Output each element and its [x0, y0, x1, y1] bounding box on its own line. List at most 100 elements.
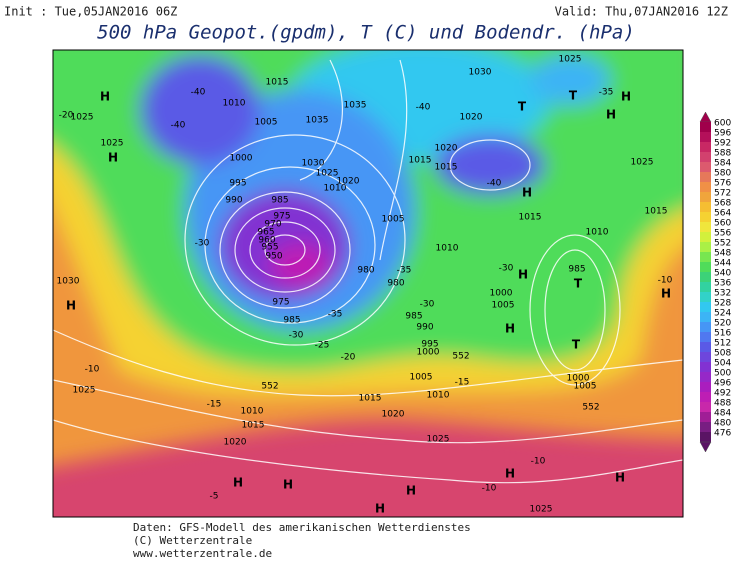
colorbar-label: 524: [714, 309, 731, 319]
colorbar-swatch: [700, 412, 711, 422]
colorbar-swatch: [700, 252, 711, 262]
colorbar-swatch: [700, 432, 711, 442]
map-label: 1035: [306, 116, 329, 126]
colorbar-label: 476: [714, 429, 731, 439]
map-label: 1015: [519, 213, 542, 223]
map-label: -40: [191, 88, 206, 98]
footer-line: Daten: GFS-Modell des amerikanischen Wet…: [133, 521, 471, 534]
pressure-center: H: [518, 268, 528, 282]
map-label: -15: [207, 400, 222, 410]
colorbar-swatch: [700, 172, 711, 182]
map-label: 1020: [337, 177, 360, 187]
colorbar-swatch: [700, 312, 711, 322]
map-label: -40: [416, 103, 431, 113]
colorbar-label: 600: [714, 119, 731, 129]
colorbar-label: 568: [714, 199, 731, 209]
map-label: 985: [283, 316, 300, 326]
pressure-center: H: [283, 478, 293, 492]
colorbar-swatch: [700, 372, 711, 382]
map-label: 1005: [492, 301, 515, 311]
map-label: 995: [421, 340, 438, 350]
colorbar-label: 580: [714, 169, 731, 179]
map-label: 552: [582, 403, 599, 413]
map-label: 1000: [567, 374, 590, 384]
map-label: 1030: [469, 68, 492, 78]
isobars: [53, 59, 683, 484]
pressure-center: H: [661, 287, 671, 301]
fields: [53, 50, 683, 466]
map-label: 1010: [586, 228, 609, 238]
map-label: 955: [261, 243, 278, 253]
colorbar-label: 588: [714, 149, 731, 159]
pressure-center: T: [574, 277, 583, 291]
colorbar-arrow-top: [699, 111, 712, 123]
colorbar-swatch: [700, 242, 711, 252]
pressure-center: H: [233, 476, 243, 490]
colorbar-label: 544: [714, 259, 731, 269]
map-label: 1015: [242, 421, 265, 431]
colorbar-swatch: [700, 342, 711, 352]
colorbar-swatch: [700, 362, 711, 372]
map-label: -20: [341, 353, 356, 363]
map-label: 990: [416, 323, 433, 333]
colorbar-label: 584: [714, 159, 731, 169]
map-label: 1010: [223, 99, 246, 109]
map-label: -30: [289, 331, 304, 341]
colorbar-label: 492: [714, 389, 731, 399]
colorbar-label: 496: [714, 379, 731, 389]
map-label: 552: [261, 382, 278, 392]
pressure-center: H: [66, 299, 76, 313]
map-label: 1015: [409, 156, 432, 166]
colorbar-swatch: [700, 222, 711, 232]
map-label: 1015: [359, 394, 382, 404]
colorbar-label: 512: [714, 339, 731, 349]
map-label: 985: [405, 312, 422, 322]
colorbar-swatch: [700, 422, 711, 432]
pressure-center: T: [572, 338, 581, 352]
colorbar-label: 528: [714, 299, 731, 309]
map-label: 965: [257, 228, 274, 238]
pressure-center: T: [518, 100, 527, 114]
map-label: 1020: [435, 144, 458, 154]
colorbar-label: 508: [714, 349, 731, 359]
map-label: -35: [599, 88, 614, 98]
pressure-center: H: [406, 484, 416, 498]
map-label: -35: [397, 266, 412, 276]
colorbar-swatch: [700, 202, 711, 212]
colorbar-label: 504: [714, 359, 731, 369]
colorbar-swatch: [700, 162, 711, 172]
pressure-center: H: [606, 108, 616, 122]
colorbar-label: 520: [714, 319, 731, 329]
colorbar-label: 572: [714, 189, 731, 199]
colorbar-label: 592: [714, 139, 731, 149]
colorbar-label: 500: [714, 369, 731, 379]
colorbar-label: 556: [714, 229, 731, 239]
map-frame: [52, 49, 684, 518]
map-label: 1010: [241, 407, 264, 417]
init-time: Init : Tue,05JAN2016 06Z: [4, 5, 177, 19]
colorbar-arrow-bottom: [699, 441, 712, 453]
map-label: 985: [271, 196, 288, 206]
colorbar-swatch: [700, 302, 711, 312]
map-label: -15: [455, 378, 470, 388]
map-label: 1010: [427, 391, 450, 401]
map-label: 1025: [559, 55, 582, 65]
colorbar-swatch: [700, 402, 711, 412]
map-label: 1015: [645, 207, 668, 217]
colorbar-label: 548: [714, 249, 731, 259]
map-label: 1025: [530, 505, 553, 515]
map-label: 1005: [574, 382, 597, 392]
map-label: 975: [273, 212, 290, 222]
valid-time: Valid: Thu,07JAN2016 12Z: [555, 5, 728, 19]
colorbar-swatch: [700, 212, 711, 222]
map-label: -30: [195, 239, 210, 249]
pressure-center: H: [615, 471, 625, 485]
map-label: 975: [272, 298, 289, 308]
pressure-center: H: [505, 322, 515, 336]
colorbar-label: 560: [714, 219, 731, 229]
map-label: 1025: [316, 169, 339, 179]
colorbar-label: 516: [714, 329, 731, 339]
map-label: 980: [387, 279, 404, 289]
colorbar-swatch: [700, 262, 711, 272]
